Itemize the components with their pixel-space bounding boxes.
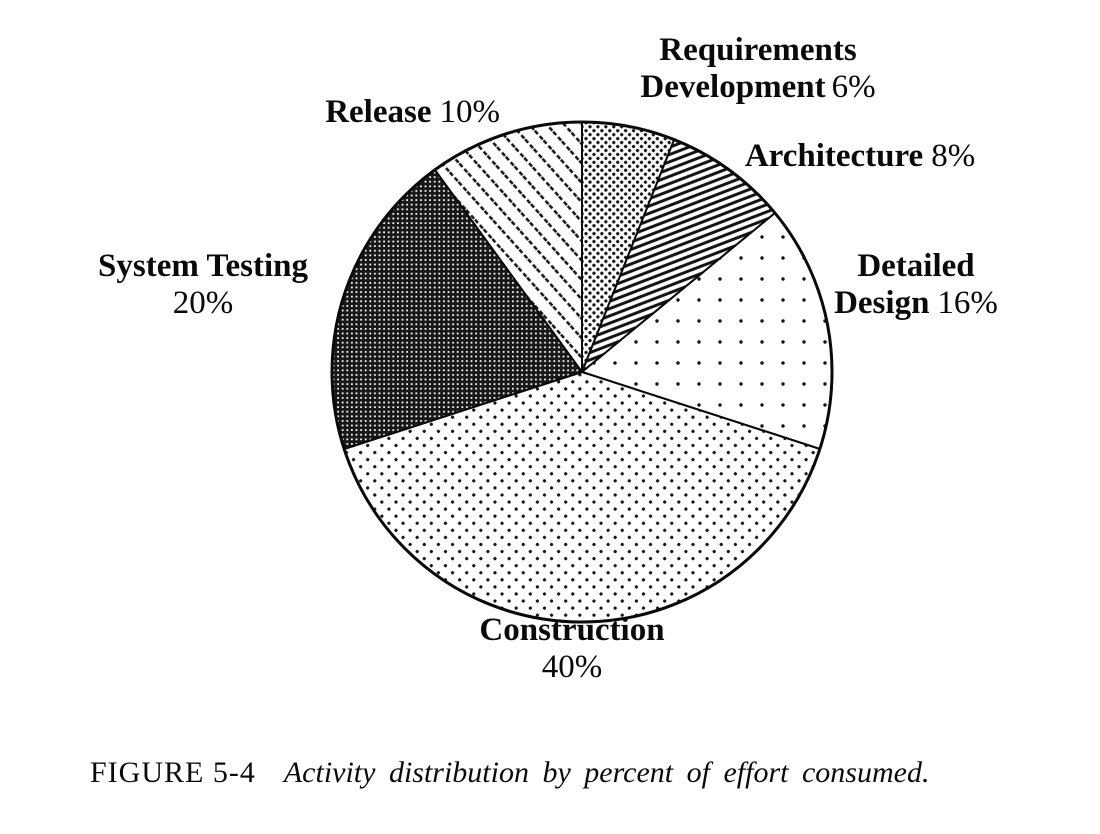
figure-caption: FIGURE 5-4 Activity distribution by perce… (90, 756, 929, 790)
label-text: Construction (479, 612, 665, 648)
label-system-testing: System Testing 20% (98, 248, 308, 322)
figure-label: FIGURE 5-4 (90, 756, 256, 789)
label-text: Design (834, 284, 930, 321)
label-architecture: Architecture 8% (745, 138, 975, 175)
label-detailed-design: Detailed Design 16% (834, 248, 998, 322)
label-text: System Testing (98, 248, 308, 284)
label-text: Architecture (744, 138, 924, 174)
label-text: Requirements (659, 32, 857, 68)
label-construction: Construction 40% (479, 612, 664, 686)
label-percent: 8% (931, 138, 976, 174)
pie-outline (330, 120, 834, 624)
label-percent: 6% (831, 68, 876, 105)
caption-text: Activity distribution by percent of effo… (283, 756, 930, 789)
label-text: Development (640, 68, 826, 105)
label-percent: 16% (937, 284, 998, 321)
label-percent: 10% (439, 94, 501, 130)
label-text: Release (325, 94, 432, 130)
label-percent: 40% (541, 648, 603, 685)
label-text: Detailed (857, 248, 975, 284)
label-requirements-development: Requirements Development 6% (640, 32, 875, 106)
label-release: Release 10% (325, 94, 500, 131)
label-percent: 20% (172, 284, 234, 321)
